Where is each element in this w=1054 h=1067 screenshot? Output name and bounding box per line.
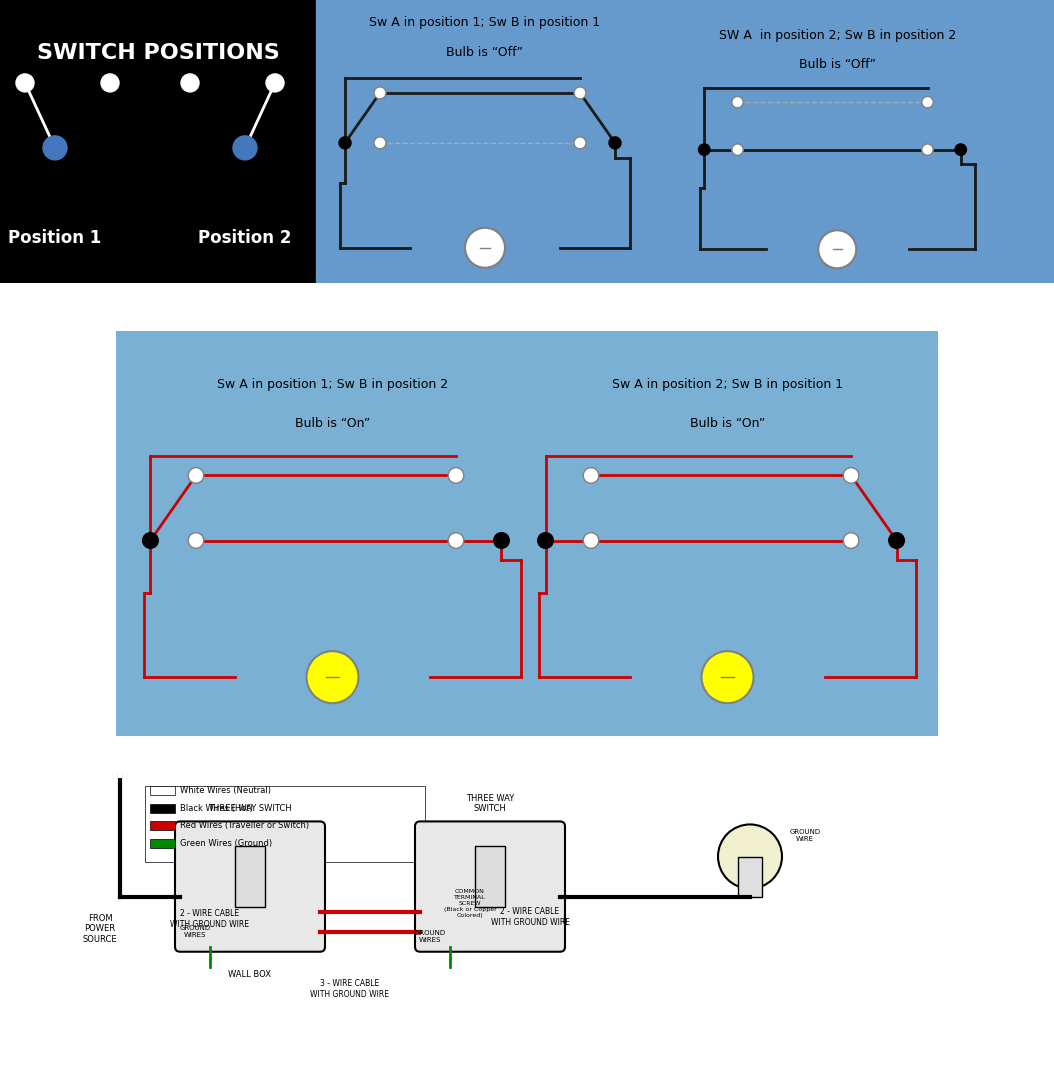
Circle shape — [609, 137, 621, 149]
Text: SWITCH POSITIONS: SWITCH POSITIONS — [37, 43, 279, 63]
Circle shape — [538, 532, 553, 548]
Circle shape — [583, 532, 599, 548]
Circle shape — [818, 230, 856, 268]
Bar — [150, 822, 175, 830]
Circle shape — [43, 136, 67, 160]
Circle shape — [189, 532, 203, 548]
Text: GROUND
WIRE: GROUND WIRE — [789, 829, 821, 843]
Text: FROM
POWER
SOURCE: FROM POWER SOURCE — [82, 914, 117, 943]
Circle shape — [493, 532, 509, 548]
Text: SW A  in position 2; Sw B in position 2: SW A in position 2; Sw B in position 2 — [719, 29, 956, 43]
Circle shape — [142, 532, 158, 548]
Bar — [145, 786, 425, 861]
Circle shape — [307, 651, 358, 703]
Text: 3 - WIRE CABLE
WITH GROUND WIRE: 3 - WIRE CABLE WITH GROUND WIRE — [311, 980, 390, 999]
Text: WALL BOX: WALL BOX — [229, 970, 272, 978]
Text: Black Wires (Hot): Black Wires (Hot) — [180, 803, 253, 813]
Bar — [0, 0, 316, 283]
Circle shape — [189, 467, 203, 483]
Text: THREE WAY SWITCH: THREE WAY SWITCH — [209, 805, 292, 813]
Circle shape — [448, 467, 464, 483]
Text: Bulb is “Off”: Bulb is “Off” — [447, 47, 524, 60]
Circle shape — [731, 144, 743, 156]
Bar — [150, 786, 175, 795]
Text: Bulb is “On”: Bulb is “On” — [295, 417, 370, 430]
Text: COMMON
TERMINAL
SCREW
(Black or Copper
Colored): COMMON TERMINAL SCREW (Black or Copper C… — [444, 890, 496, 918]
Text: GROUND
WIRES: GROUND WIRES — [179, 925, 211, 938]
Bar — [235, 846, 265, 907]
Circle shape — [889, 532, 904, 548]
Text: Position 2: Position 2 — [198, 228, 292, 246]
Text: THREE WAY
SWITCH: THREE WAY SWITCH — [466, 794, 514, 813]
Circle shape — [699, 144, 710, 156]
Circle shape — [574, 137, 586, 149]
Text: Sw A in position 1; Sw B in position 1: Sw A in position 1; Sw B in position 1 — [370, 16, 601, 30]
Circle shape — [574, 86, 586, 99]
Text: Position 1: Position 1 — [8, 228, 101, 246]
Bar — [738, 857, 762, 896]
Circle shape — [718, 825, 782, 889]
Circle shape — [339, 137, 351, 149]
Circle shape — [266, 74, 284, 92]
Text: Sw A in position 1; Sw B in position 2: Sw A in position 1; Sw B in position 2 — [217, 378, 448, 391]
Circle shape — [101, 74, 119, 92]
FancyBboxPatch shape — [175, 822, 325, 952]
Circle shape — [843, 467, 859, 483]
Text: White Wires (Neutral): White Wires (Neutral) — [180, 786, 271, 795]
Circle shape — [922, 144, 933, 156]
Circle shape — [731, 96, 743, 108]
FancyBboxPatch shape — [415, 822, 565, 952]
Text: Sw A in position 2; Sw B in position 1: Sw A in position 2; Sw B in position 1 — [612, 378, 843, 391]
Circle shape — [465, 227, 505, 268]
Circle shape — [448, 532, 464, 548]
Circle shape — [374, 86, 386, 99]
Text: Green Wires (Ground): Green Wires (Ground) — [180, 839, 272, 848]
Text: 2 - WIRE CABLE
WITH GROUND WIRE: 2 - WIRE CABLE WITH GROUND WIRE — [171, 909, 250, 928]
Circle shape — [374, 137, 386, 149]
Text: Red Wires (Traveller or Switch): Red Wires (Traveller or Switch) — [180, 822, 309, 830]
Text: Bulb is “On”: Bulb is “On” — [690, 417, 765, 430]
Bar — [475, 846, 505, 907]
Bar — [150, 803, 175, 813]
Circle shape — [955, 144, 967, 156]
Text: Bulb is “Off”: Bulb is “Off” — [799, 58, 876, 70]
Text: 2 - WIRE CABLE
WITH GROUND WIRE: 2 - WIRE CABLE WITH GROUND WIRE — [490, 907, 569, 926]
Bar — [316, 0, 1054, 283]
Bar — [150, 839, 175, 848]
Circle shape — [843, 532, 859, 548]
Circle shape — [583, 467, 599, 483]
Circle shape — [16, 74, 34, 92]
Circle shape — [181, 74, 199, 92]
Circle shape — [922, 96, 933, 108]
Text: GROUND
WIRES: GROUND WIRES — [414, 929, 446, 943]
Circle shape — [702, 651, 754, 703]
Circle shape — [233, 136, 257, 160]
